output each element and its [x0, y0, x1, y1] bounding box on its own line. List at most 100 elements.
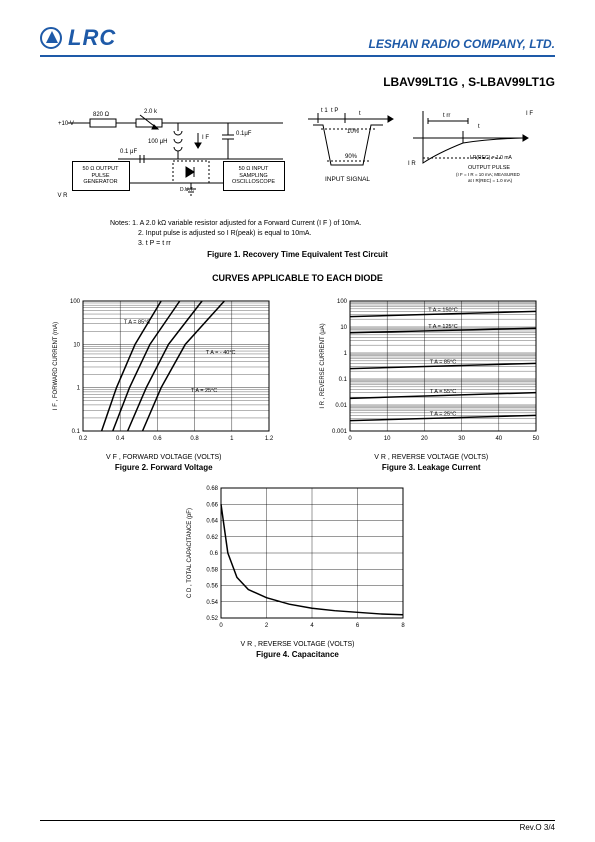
fig3-caption: Figure 3. Leakage Current — [316, 463, 546, 472]
svg-text:t: t — [359, 111, 361, 117]
svg-text:0.62: 0.62 — [206, 535, 218, 541]
svg-text:0.2: 0.2 — [79, 436, 88, 442]
svg-text:0.6: 0.6 — [153, 436, 162, 442]
svg-text:0.6: 0.6 — [209, 551, 218, 557]
figure-1-area: +10 V 820 Ω 2.0 k 100 μH I F 0.1μF 0.1 μ… — [40, 103, 555, 213]
svg-text:50: 50 — [533, 436, 540, 442]
svg-text:T A = 85°C: T A = 85°C — [430, 360, 456, 366]
charts-row-2: 0 2 4 6 8 0.52 0.54 0.56 0.58 0.6 0.62 0.64 0.66 0.68… — [40, 482, 555, 659]
r1-label: 820 Ω — [93, 112, 110, 118]
svg-text:0.1: 0.1 — [71, 429, 80, 435]
svg-text:0.8: 0.8 — [190, 436, 199, 442]
svg-text:0.01: 0.01 — [336, 403, 348, 409]
fig4-xlabel: V R , REVERSE VOLTAGE (VOLTS) — [183, 641, 413, 648]
l1-label: 100 μH — [148, 139, 167, 145]
svg-text:10: 10 — [384, 436, 391, 442]
svg-text:t 1: t 1 — [321, 108, 328, 114]
svg-text:0.54: 0.54 — [206, 600, 218, 606]
svg-text:1.2: 1.2 — [265, 436, 274, 442]
input-signal-waveform: t 1 t P t 10% 90% INPUT SIGNAL — [303, 103, 398, 198]
dut-label: D.U.T. — [180, 187, 194, 193]
output-pulse-waveform: I F t rr t I R I R(REC) = 1.0 mA OUTPUT … — [408, 103, 538, 198]
svg-text:1: 1 — [344, 351, 348, 357]
svg-text:0.1: 0.1 — [339, 377, 348, 383]
figure-3-chart: 0 10 20 30 40 50 0.001 0.01 0.1 1 10 100 T A = 150°C… — [316, 295, 546, 472]
svg-text:10%: 10% — [347, 129, 360, 135]
figure-1-notes: Notes: 1. A 2.0 kΩ variable resistor adj… — [110, 219, 485, 248]
svg-text:0.68: 0.68 — [206, 486, 218, 492]
note-3: 3. t P = t rr — [110, 239, 485, 249]
note-2: 2. Input pulse is adjusted so I R(peak) … — [110, 229, 485, 239]
pulse-generator-box: 50 Ω OUTPUT PULSE GENERATOR — [72, 161, 130, 191]
svg-text:0.56: 0.56 — [206, 584, 218, 590]
svg-text:I R(REC) = 1.0 mA: I R(REC) = 1.0 mA — [470, 155, 512, 161]
vr-label: V R — [58, 193, 68, 199]
svg-text:0.001: 0.001 — [332, 429, 348, 435]
svg-text:100: 100 — [70, 299, 81, 305]
svg-text:t P: t P — [331, 108, 338, 114]
c2-label: 0.1 μF — [120, 149, 137, 155]
svg-text:at I R(REC) = 1.0 mA): at I R(REC) = 1.0 mA) — [468, 178, 513, 183]
svg-text:1: 1 — [76, 386, 80, 392]
svg-text:0.52: 0.52 — [206, 616, 218, 622]
svg-text:40: 40 — [496, 436, 503, 442]
svg-text:0.64: 0.64 — [206, 519, 218, 525]
fig3-xlabel: V R , REVERSE VOLTAGE (VOLTS) — [316, 454, 546, 461]
page-header: LRC LESHAN RADIO COMPANY, LTD. — [40, 25, 555, 57]
fig4-caption: Figure 4. Capacitance — [183, 650, 413, 659]
figure-2-chart: 0.2 0.4 0.6 0.8 1 1.2 0.1 1 10 100 T A = 85°C T A =… — [49, 295, 279, 472]
fig2-xlabel: V F , FORWARD VOLTAGE (VOLTS) — [49, 454, 279, 461]
logo-text: LRC — [68, 25, 116, 51]
svg-text:0.58: 0.58 — [206, 568, 218, 574]
svg-text:T A = 125°C: T A = 125°C — [429, 325, 458, 331]
if-label: I F — [202, 135, 209, 141]
c1-label: 0.1μF — [236, 131, 252, 137]
svg-text:0.66: 0.66 — [206, 503, 218, 509]
figure-4-chart: 0 2 4 6 8 0.52 0.54 0.56 0.58 0.6 0.62 0.64 0.66 0.68… — [183, 482, 413, 659]
svg-text:0: 0 — [219, 623, 223, 629]
svg-text:C D , TOTAL CAPACITANCE (pF): C D , TOTAL CAPACITANCE (pF) — [187, 508, 193, 598]
charts-row-1: 0.20.40.60.811.20.1110100T A = 85°CT A =… — [40, 295, 555, 472]
svg-text:(I F = I R = 10 mA; MEASURED: (I F = I R = 10 mA; MEASURED — [456, 172, 521, 177]
svg-text:I R , REVERSE CURRENT (μA): I R , REVERSE CURRENT (μA) — [320, 324, 326, 409]
svg-text:T A = - 40°C: T A = - 40°C — [206, 350, 236, 356]
svg-text:T A = 85°C: T A = 85°C — [124, 320, 150, 326]
svg-text:90%: 90% — [345, 154, 358, 160]
svg-text:T A = 25°C: T A = 25°C — [191, 388, 217, 394]
figure-1-caption: Figure 1. Recovery Time Equivalent Test … — [40, 250, 555, 259]
page-footer: Rev.O 3/4 — [40, 820, 555, 832]
svg-text:6: 6 — [355, 623, 359, 629]
svg-text:I R: I R — [408, 161, 416, 167]
svg-text:T A = 150°C: T A = 150°C — [429, 308, 458, 314]
svg-text:0: 0 — [349, 436, 353, 442]
svg-text:30: 30 — [459, 436, 466, 442]
v-source-label: +10 V — [58, 121, 74, 127]
svg-text:2: 2 — [264, 623, 268, 629]
curves-section-title: CURVES APPLICABLE TO EACH DIODE — [40, 273, 555, 283]
fig2-caption: Figure 2. Forward Voltage — [49, 463, 279, 472]
part-number-title: LBAV99LT1G , S-LBAV99LT1G — [40, 75, 555, 89]
company-name: LESHAN RADIO COMPANY, LTD. — [369, 37, 555, 51]
svg-text:20: 20 — [421, 436, 428, 442]
svg-text:t: t — [478, 124, 480, 130]
svg-text:10: 10 — [341, 325, 348, 331]
svg-text:OUTPUT PULSE: OUTPUT PULSE — [468, 165, 510, 171]
logo-icon — [40, 27, 62, 49]
svg-text:INPUT SIGNAL: INPUT SIGNAL — [325, 176, 370, 183]
r2-label: 2.0 k — [144, 109, 158, 115]
svg-text:0.4: 0.4 — [116, 436, 125, 442]
svg-text:T A = 25°C: T A = 25°C — [430, 412, 456, 418]
svg-text:t rr: t rr — [443, 113, 450, 119]
svg-text:1: 1 — [230, 436, 234, 442]
svg-text:4: 4 — [310, 623, 314, 629]
logo: LRC — [40, 25, 116, 51]
svg-text:I F , FORWARD CURRENT (mA): I F , FORWARD CURRENT (mA) — [53, 322, 59, 410]
note-1: Notes: 1. A 2.0 kΩ variable resistor adj… — [110, 219, 485, 229]
svg-text:100: 100 — [337, 299, 348, 305]
svg-text:8: 8 — [401, 623, 405, 629]
svg-text:10: 10 — [73, 343, 80, 349]
test-circuit-diagram: +10 V 820 Ω 2.0 k 100 μH I F 0.1μF 0.1 μ… — [58, 103, 293, 213]
svg-text:T A = 55°C: T A = 55°C — [430, 390, 456, 396]
svg-text:I F: I F — [526, 111, 533, 117]
oscilloscope-box: 50 Ω INPUT SAMPLING OSCILLOSCOPE — [223, 161, 285, 191]
